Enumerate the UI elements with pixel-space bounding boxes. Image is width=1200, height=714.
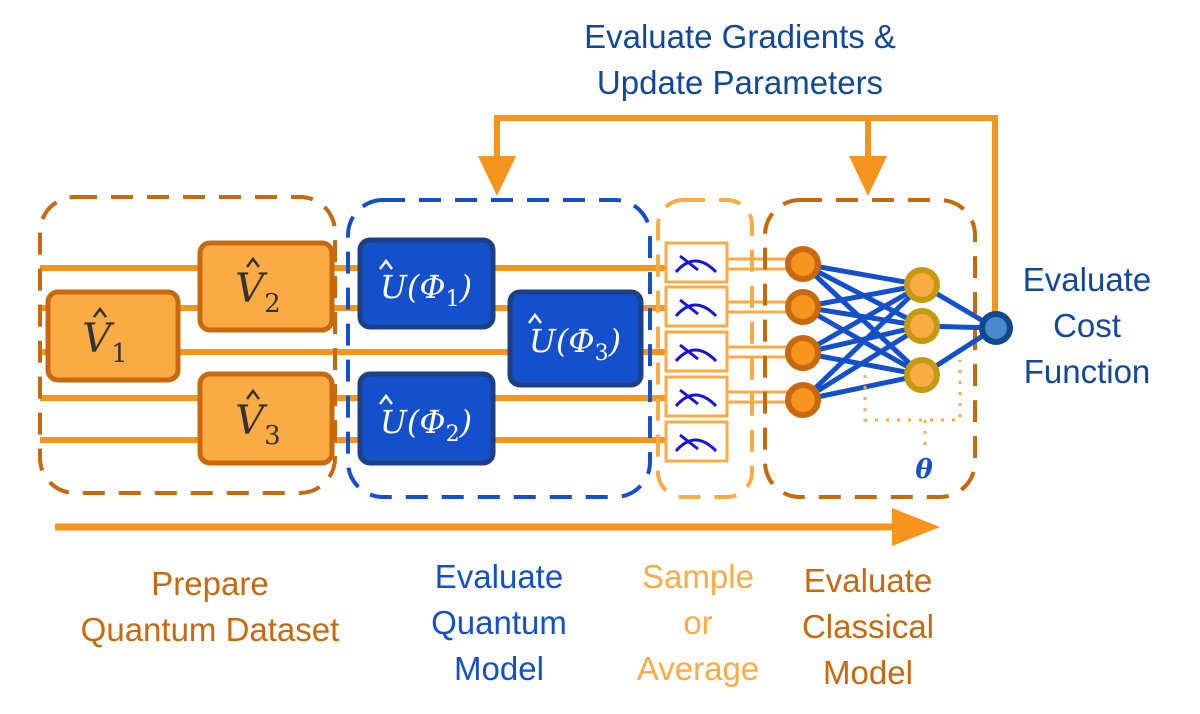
svg-text:Evaluate: Evaluate — [804, 562, 932, 599]
svg-text:Sample: Sample — [642, 558, 754, 595]
stage-label-classical: Evaluate Classical Model — [802, 562, 934, 691]
hat-mark — [528, 312, 542, 324]
input-neuron — [785, 246, 821, 282]
top-label-line1: Evaluate Gradients & — [584, 18, 896, 55]
meter-icon — [664, 241, 729, 284]
classical-model-box — [763, 198, 977, 499]
svg-text:Prepare: Prepare — [151, 565, 268, 602]
hat-mark — [93, 306, 107, 318]
svg-text:V2: V2 — [235, 266, 280, 319]
top-label-line2: Update Parameters — [597, 64, 883, 101]
feedback-arrow-left — [478, 156, 516, 196]
svg-text:Evaluate: Evaluate — [435, 558, 563, 595]
feedback-arrow-right — [849, 156, 887, 196]
meter-icon — [664, 330, 729, 373]
stage-label-prepare: Prepare Quantum Dataset — [81, 565, 340, 648]
hidden-neuron — [904, 357, 940, 393]
parameter-bracket — [863, 360, 962, 422]
stage-label-sample: Sample or Average — [637, 558, 759, 687]
theta-label: θ — [915, 455, 933, 485]
gate-v3: V3 — [197, 371, 335, 466]
svg-text:Model: Model — [454, 650, 544, 687]
meter-icon — [664, 420, 729, 463]
gate-u1: U(Φ1) — [357, 237, 496, 330]
gate-v1: V1 — [45, 289, 181, 383]
svg-text:V3: V3 — [235, 398, 280, 451]
cost-label-line3: Function — [1024, 353, 1151, 390]
sample-box — [656, 198, 754, 499]
gate-v2: V2 — [197, 240, 335, 333]
svg-text:Quantum: Quantum — [431, 604, 567, 641]
input-neuron — [785, 335, 821, 371]
cost-label-line1: Evaluate — [1023, 261, 1151, 298]
flow-arrow — [55, 508, 940, 546]
prepare-dataset-box — [38, 195, 337, 495]
svg-text:Classical: Classical — [802, 608, 934, 645]
svg-text:Model: Model — [823, 654, 913, 691]
nn-edges — [801, 261, 997, 403]
svg-text:U(Φ3): U(Φ3) — [529, 322, 621, 366]
hat-mark — [246, 256, 260, 268]
measurements — [664, 241, 729, 463]
svg-text:Average: Average — [637, 650, 759, 687]
cost-label-line2: Cost — [1053, 307, 1121, 344]
meter-icon — [664, 375, 729, 418]
classical-wires — [727, 257, 790, 404]
svg-text:U(Φ2): U(Φ2) — [380, 403, 472, 447]
hidden-neuron — [904, 267, 940, 303]
svg-text:U(Φ1): U(Φ1) — [380, 268, 472, 312]
svg-text:Quantum Dataset: Quantum Dataset — [81, 611, 340, 648]
quantum-model-box — [346, 198, 652, 499]
feedback-loop — [478, 115, 998, 318]
hat-mark — [379, 393, 393, 405]
svg-text:or: or — [683, 604, 712, 641]
input-neuron — [785, 289, 821, 325]
gate-u3: U(Φ3) — [507, 289, 644, 388]
hat-mark — [246, 388, 260, 400]
hat-mark — [379, 258, 393, 270]
svg-text:V1: V1 — [82, 316, 127, 369]
gate-u2: U(Φ2) — [357, 371, 496, 466]
hidden-neuron — [904, 308, 940, 344]
neural-network: θ — [785, 246, 1013, 485]
meter-icon — [664, 285, 729, 328]
cost-node — [979, 311, 1013, 345]
stage-label-quantum: Evaluate Quantum Model — [431, 558, 567, 687]
input-neuron — [785, 382, 821, 418]
